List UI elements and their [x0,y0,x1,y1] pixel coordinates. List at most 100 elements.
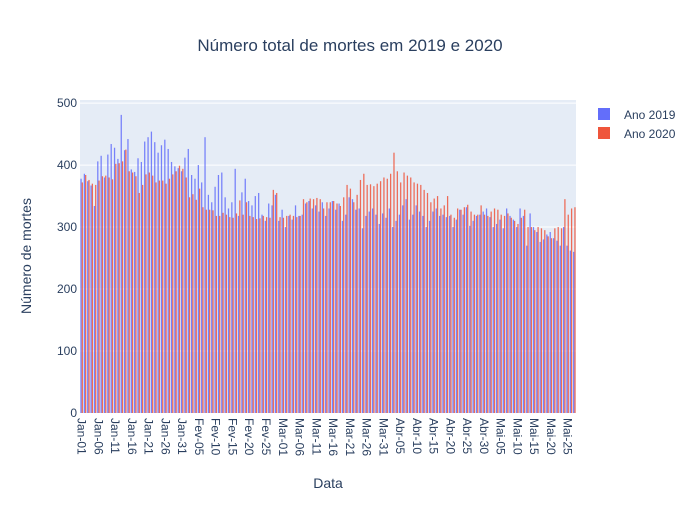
bar-2019-Mar-10[interactable] [311,208,313,413]
bar-2019-Mar-31[interactable] [382,213,384,413]
bar-2020-Mai-20[interactable] [550,238,553,413]
bar-2020-Mar-20[interactable] [346,184,348,413]
bar-2020-Fev-12[interactable] [222,212,224,413]
bar-2020-Mar-10[interactable] [312,199,315,413]
bar-2020-Abr-26[interactable] [470,211,472,413]
bar-2019-Fev-21[interactable] [251,205,253,413]
bar-2019-Abr-04[interactable] [395,220,397,413]
bar-2020-Abr-24[interactable] [463,207,465,413]
bar-2019-Mar-13[interactable] [321,202,323,413]
bar-2020-Jan-27[interactable] [168,178,171,413]
bar-2020-Fev-21[interactable] [252,217,254,413]
bar-2020-Jan-19[interactable] [142,184,144,413]
bar-2019-Fev-25[interactable] [264,220,266,413]
bar-2020-Abr-04[interactable] [396,171,398,413]
bar-2019-Abr-29[interactable] [479,214,481,413]
bar-2020-Mar-09[interactable] [309,198,311,413]
bar-2019-Mar-24[interactable] [358,208,360,413]
bar-2020-Mar-26[interactable] [366,184,368,413]
bar-2019-Jan-13[interactable] [120,114,122,413]
bar-2019-Jan-23[interactable] [154,142,156,413]
bar-2019-Mai-14[interactable] [529,213,531,413]
bar-2019-Abr-21[interactable] [452,227,454,413]
bar-2020-Jan-18[interactable] [138,192,140,413]
bar-2020-Jan-20[interactable] [145,174,147,413]
bar-2020-Fev-11[interactable] [219,215,221,413]
bar-2020-Mar-19[interactable] [343,197,345,413]
bar-2020-Abr-13[interactable] [426,192,429,413]
bar-2019-Jan-31[interactable] [180,171,183,413]
bar-2019-Abr-20[interactable] [449,215,451,413]
bar-2019-Mar-27[interactable] [368,211,370,413]
bar-2020-Abr-21[interactable] [453,217,455,413]
bar-2020-Abr-12[interactable] [423,189,425,413]
bar-2019-Mai-01[interactable] [485,208,488,413]
bar-2019-Jan-02[interactable] [83,173,86,413]
bar-2019-Mai-19[interactable] [546,234,548,414]
bar-2019-Abr-27[interactable] [472,220,474,413]
bar-2020-Jan-24[interactable] [158,180,161,413]
bar-2019-Jan-21[interactable] [147,137,149,413]
bar-2020-Jan-23[interactable] [155,182,157,413]
bar-2020-Jan-10[interactable] [111,179,114,413]
bar-2019-Jan-22[interactable] [150,131,153,414]
bar-2020-Mar-30[interactable] [379,181,382,413]
bar-2020-Jan-21[interactable] [148,172,150,413]
bar-2019-Abr-12[interactable] [422,215,424,413]
bar-2020-Abr-10[interactable] [416,183,419,413]
bar-2020-Jan-11[interactable] [115,163,117,413]
bar-2019-Fev-13[interactable] [224,197,226,413]
bar-2020-Mai-09[interactable] [514,220,516,413]
bar-2020-Mai-19[interactable] [547,236,549,413]
bar-2020-Mar-07[interactable] [302,199,305,413]
bar-2019-Jan-15[interactable] [127,139,129,414]
bar-2019-Abr-14[interactable] [428,220,431,413]
bar-2020-Jan-15[interactable] [128,171,130,413]
bar-2020-Fev-19[interactable] [245,202,248,413]
bar-2019-Mar-07[interactable] [301,214,303,413]
bar-2019-Jan-25[interactable] [160,145,163,413]
bar-2019-Mai-03[interactable] [492,227,494,413]
bar-2019-Fev-07[interactable] [204,137,206,413]
bar-2020-Fev-06[interactable] [202,207,204,413]
bar-2020-Jan-07[interactable] [101,176,104,413]
bar-2019-Fev-23[interactable] [258,192,260,413]
bar-2019-Fev-12[interactable] [221,172,223,413]
bar-2019-Mar-17[interactable] [335,209,337,413]
bar-2020-Abr-18[interactable] [443,205,445,413]
bar-2019-Mar-26[interactable] [365,215,367,413]
bar-2019-Mai-17[interactable] [539,241,541,413]
bar-2020-Jan-03[interactable] [88,179,90,413]
bar-2020-Jan-16[interactable] [131,172,134,413]
bar-2020-Mai-05[interactable] [500,214,502,413]
bar-2019-Abr-24[interactable] [462,214,464,413]
bar-2020-Mai-01[interactable] [487,215,489,413]
bar-2019-Fev-04[interactable] [194,178,196,413]
bar-2019-Abr-28[interactable] [475,215,478,413]
bar-2020-Jan-29[interactable] [175,171,177,413]
bar-2019-Mar-16[interactable] [331,201,334,413]
bar-2019-Fev-24[interactable] [261,214,263,413]
bar-2020-Fev-27[interactable] [272,189,274,413]
bar-2020-Mar-11[interactable] [316,197,318,413]
bar-2020-Fev-18[interactable] [242,214,244,413]
bar-2020-Abr-08[interactable] [410,177,412,413]
bar-2019-Fev-27[interactable] [271,205,273,413]
bar-2020-Jan-30[interactable] [178,165,181,413]
bar-2019-Jan-03[interactable] [87,181,89,413]
bar-2020-Fev-26[interactable] [269,217,271,413]
bar-2019-Mai-13[interactable] [526,245,528,413]
bar-2020-Abr-17[interactable] [440,208,442,413]
bar-2020-Jan-09[interactable] [108,177,110,413]
bar-2020-Jan-06[interactable] [98,180,100,413]
bar-2019-Mai-10[interactable] [516,227,518,413]
bar-2019-Fev-02[interactable] [187,148,189,413]
bar-2020-Jan-25[interactable] [162,180,164,413]
bar-2020-Abr-01[interactable] [386,178,388,413]
bar-2020-Abr-05[interactable] [400,182,402,413]
bar-2019-Mar-29[interactable] [375,214,377,413]
bar-2020-Jan-22[interactable] [152,175,154,413]
bar-2019-Abr-26[interactable] [469,225,471,413]
bar-2019-Abr-01[interactable] [385,217,387,413]
bar-2019-Fev-01[interactable] [184,157,186,413]
